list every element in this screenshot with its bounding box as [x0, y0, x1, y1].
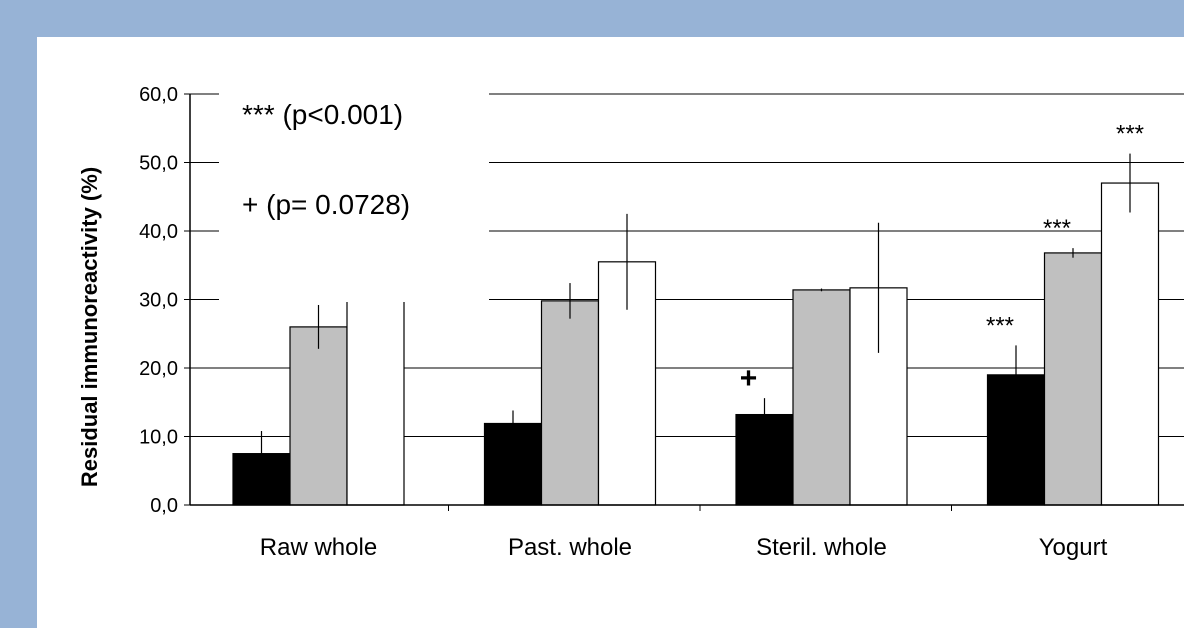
annotation-asterisks: ***: [986, 312, 1014, 339]
x-tick-label: Past. whole: [508, 534, 632, 561]
y-tick-label: 10,0: [139, 427, 178, 449]
bar: [792, 289, 851, 506]
legend-box: [219, 92, 489, 302]
annotation-plus: +: [740, 362, 758, 395]
chart-panel: 0,0 10,0 20,0 30,0 40,0 50,0 60,0 Raw whole Past…: [37, 37, 1184, 628]
bars: [232, 153, 1160, 506]
annotation-asterisks: ***: [1116, 121, 1144, 148]
x-tick-label: Steril. whole: [756, 534, 887, 561]
legend-significance-p0728: + (p= 0.0728): [242, 189, 410, 220]
legend-significance-p001: *** (p<0.001): [242, 99, 403, 130]
y-tick-label: 20,0: [139, 358, 178, 380]
bar: [1100, 182, 1160, 506]
y-tick-label: 60,0: [139, 84, 178, 106]
y-axis-label: Residual immunoreactivity (%): [77, 167, 102, 487]
annotations: *** *** *** +: [740, 121, 1144, 396]
bar: [346, 264, 405, 506]
y-tick-label: 40,0: [139, 221, 178, 243]
bar: [540, 300, 600, 506]
y-tick-label: 0,0: [150, 495, 178, 517]
bar: [1043, 252, 1103, 506]
bar-chart: 0,0 10,0 20,0 30,0 40,0 50,0 60,0 Raw whole Past…: [77, 84, 1184, 561]
y-tick-label: 50,0: [139, 153, 178, 175]
annotation-asterisks: ***: [1043, 215, 1071, 242]
y-tick-label: 30,0: [139, 290, 178, 312]
x-tick-label: Raw whole: [260, 534, 377, 561]
axes: 0,0 10,0 20,0 30,0 40,0 50,0 60,0 Raw whole Past…: [139, 84, 1184, 561]
x-tick-label: Yogurt: [1039, 534, 1108, 561]
bar: [289, 326, 348, 506]
